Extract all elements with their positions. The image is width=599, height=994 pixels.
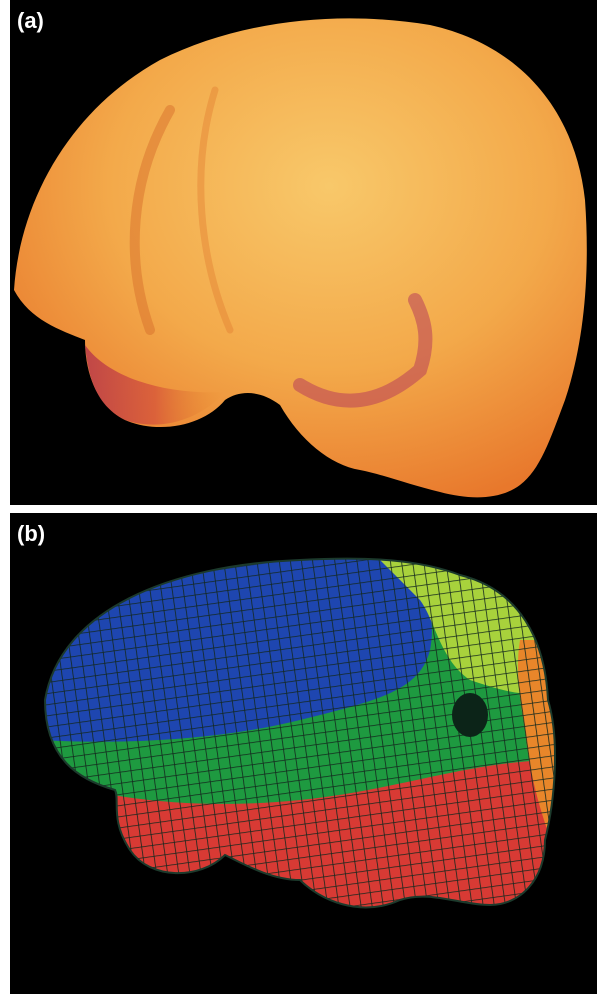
page: (a) (b) (() => { const data = JSON.parse… xyxy=(0,0,599,994)
figure: (a) (b) xyxy=(0,0,599,994)
panel-label: (a) xyxy=(17,8,44,33)
panel-label: (b) xyxy=(17,521,45,546)
